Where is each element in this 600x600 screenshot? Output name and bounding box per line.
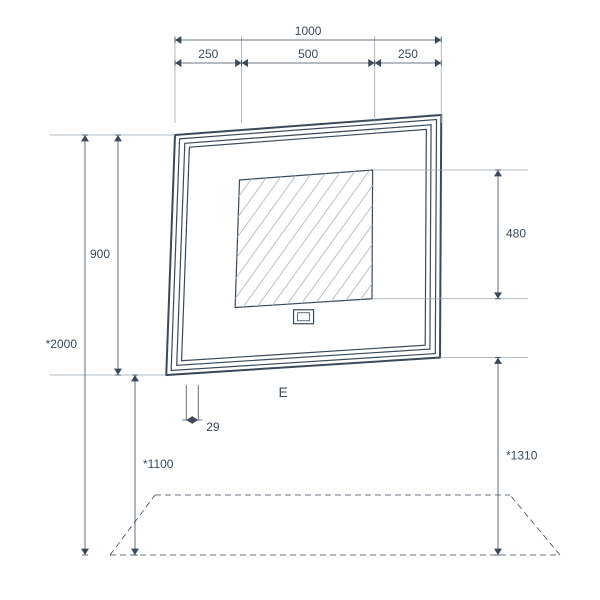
svg-text:*2000: *2000 [46,337,78,351]
svg-text:480: 480 [506,227,526,241]
svg-text:29: 29 [206,420,220,434]
svg-text:900: 900 [90,247,110,261]
section-label: E [278,384,287,400]
svg-text:*1100: *1100 [143,457,174,471]
technical-drawing: E 1000 250 500 250 900 *2000 *1100 480 *1310 29 [0,0,600,600]
svg-text:500: 500 [298,47,318,61]
svg-text:250: 250 [198,47,218,61]
svg-text:1000: 1000 [295,24,322,38]
svg-text:250: 250 [398,47,418,61]
svg-text:*1310: *1310 [506,448,538,462]
